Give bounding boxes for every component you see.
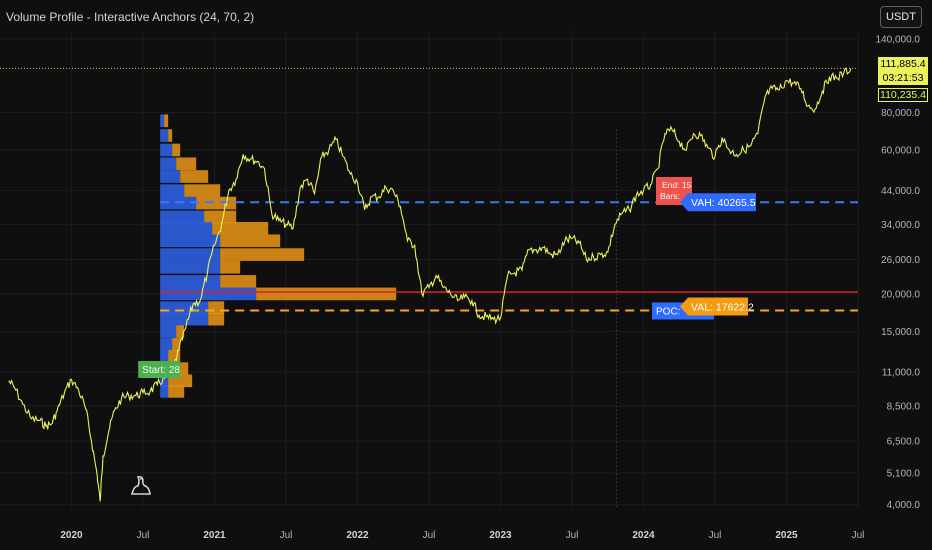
start-label: Start: 28 (142, 365, 180, 376)
volume-bar-up (160, 301, 209, 315)
volume-bar-up (160, 184, 185, 197)
secondary-price-tag: 110,235.4 (878, 88, 928, 102)
tradingview-logo-icon[interactable] (128, 472, 154, 503)
volume-bar-down (220, 234, 281, 248)
volume-bar-down (256, 287, 397, 301)
volume-bar-down (220, 260, 241, 274)
volume-bar-down (196, 196, 237, 210)
x-tick-label: 2021 (203, 530, 226, 541)
price-series-line (8, 67, 852, 502)
y-tick-label: 60,000.0 (881, 146, 920, 157)
last-price-tag: 111,885.4 (878, 57, 928, 71)
volume-bar-up (160, 325, 177, 338)
volume-bar-up (160, 157, 177, 171)
volume-bar-down (208, 312, 225, 326)
end-label: End: 15 (662, 180, 692, 190)
y-tick-label: 44,000.0 (881, 186, 920, 197)
volume-bar-up (160, 275, 221, 288)
y-tick-label: 8,500.0 (887, 401, 921, 412)
val-label-box[interactable] (680, 297, 748, 316)
volume-bar-down (184, 184, 221, 197)
x-tick-label: 2025 (775, 530, 798, 541)
y-tick-label: 34,000.0 (881, 220, 920, 231)
volume-bar-up (160, 385, 169, 398)
volume-bar-up (160, 260, 221, 274)
x-tick-label: Jul (709, 530, 722, 541)
volume-bar-up (160, 350, 169, 363)
volume-bar-up (160, 129, 169, 142)
x-tick-label: 2023 (489, 530, 512, 541)
volume-bar-up (160, 170, 181, 183)
volume-bar-up (160, 248, 221, 261)
indicator-title[interactable]: Volume Profile - Interactive Anchors (24… (6, 10, 255, 24)
x-tick-label: Jul (852, 530, 865, 541)
x-tick-label: Jul (137, 530, 150, 541)
bars-label: Bars: (660, 191, 680, 201)
y-tick-label: 5,100.0 (887, 468, 921, 479)
volume-bar-down (176, 325, 185, 338)
y-tick-label: 140,000.0 (876, 35, 921, 46)
volume-bar-up (160, 210, 205, 224)
y-tick-label: 26,000.0 (881, 255, 920, 266)
x-tick-label: Jul (280, 530, 293, 541)
volume-bar-up (160, 287, 257, 301)
volume-bar-up (160, 234, 221, 248)
start-label-box[interactable] (138, 361, 181, 378)
poc-label: POC: (656, 306, 680, 317)
volume-bar-up (160, 221, 213, 235)
currency-button[interactable]: USDT (880, 6, 922, 28)
volume-bar-down (168, 129, 173, 142)
volume-bar-down (172, 143, 181, 157)
x-tick-label: Jul (423, 530, 436, 541)
volume-bar-down (220, 275, 257, 288)
volume-bar-down (168, 385, 185, 398)
y-tick-label: 80,000.0 (881, 108, 920, 119)
x-tick-label: 2020 (60, 530, 83, 541)
volume-bar-up (160, 338, 173, 351)
y-tick-label: 11,000.0 (882, 368, 921, 379)
vah-label: VAH: 40265.5 (691, 197, 756, 209)
val-label: VAL: 17622.2 (691, 301, 754, 313)
volume-bar-down (176, 157, 197, 171)
vah-label-box[interactable] (680, 193, 756, 212)
volume-bar-down (172, 338, 181, 351)
y-tick-label: 15,000.0 (881, 327, 920, 338)
volume-bar-up (160, 374, 169, 388)
volume-bar-down (212, 221, 269, 235)
y-tick-label: 20,000.0 (881, 289, 920, 300)
volume-bar-down (204, 210, 237, 224)
volume-bar-down (208, 301, 225, 315)
volume-bar-down (220, 248, 305, 261)
countdown-tag: 03:21:53 (878, 71, 928, 85)
volume-bar-up (160, 312, 209, 326)
y-tick-label: 6,500.0 (887, 437, 921, 448)
y-tick-label: 4,000.0 (887, 500, 921, 511)
volume-bar-up (160, 114, 165, 128)
volume-bar-down (164, 114, 169, 128)
volume-bar-up (160, 143, 173, 157)
x-tick-label: Jul (566, 530, 579, 541)
x-tick-label: 2022 (346, 530, 369, 541)
volume-bar-down (180, 170, 209, 183)
x-tick-label: 2024 (632, 530, 655, 541)
